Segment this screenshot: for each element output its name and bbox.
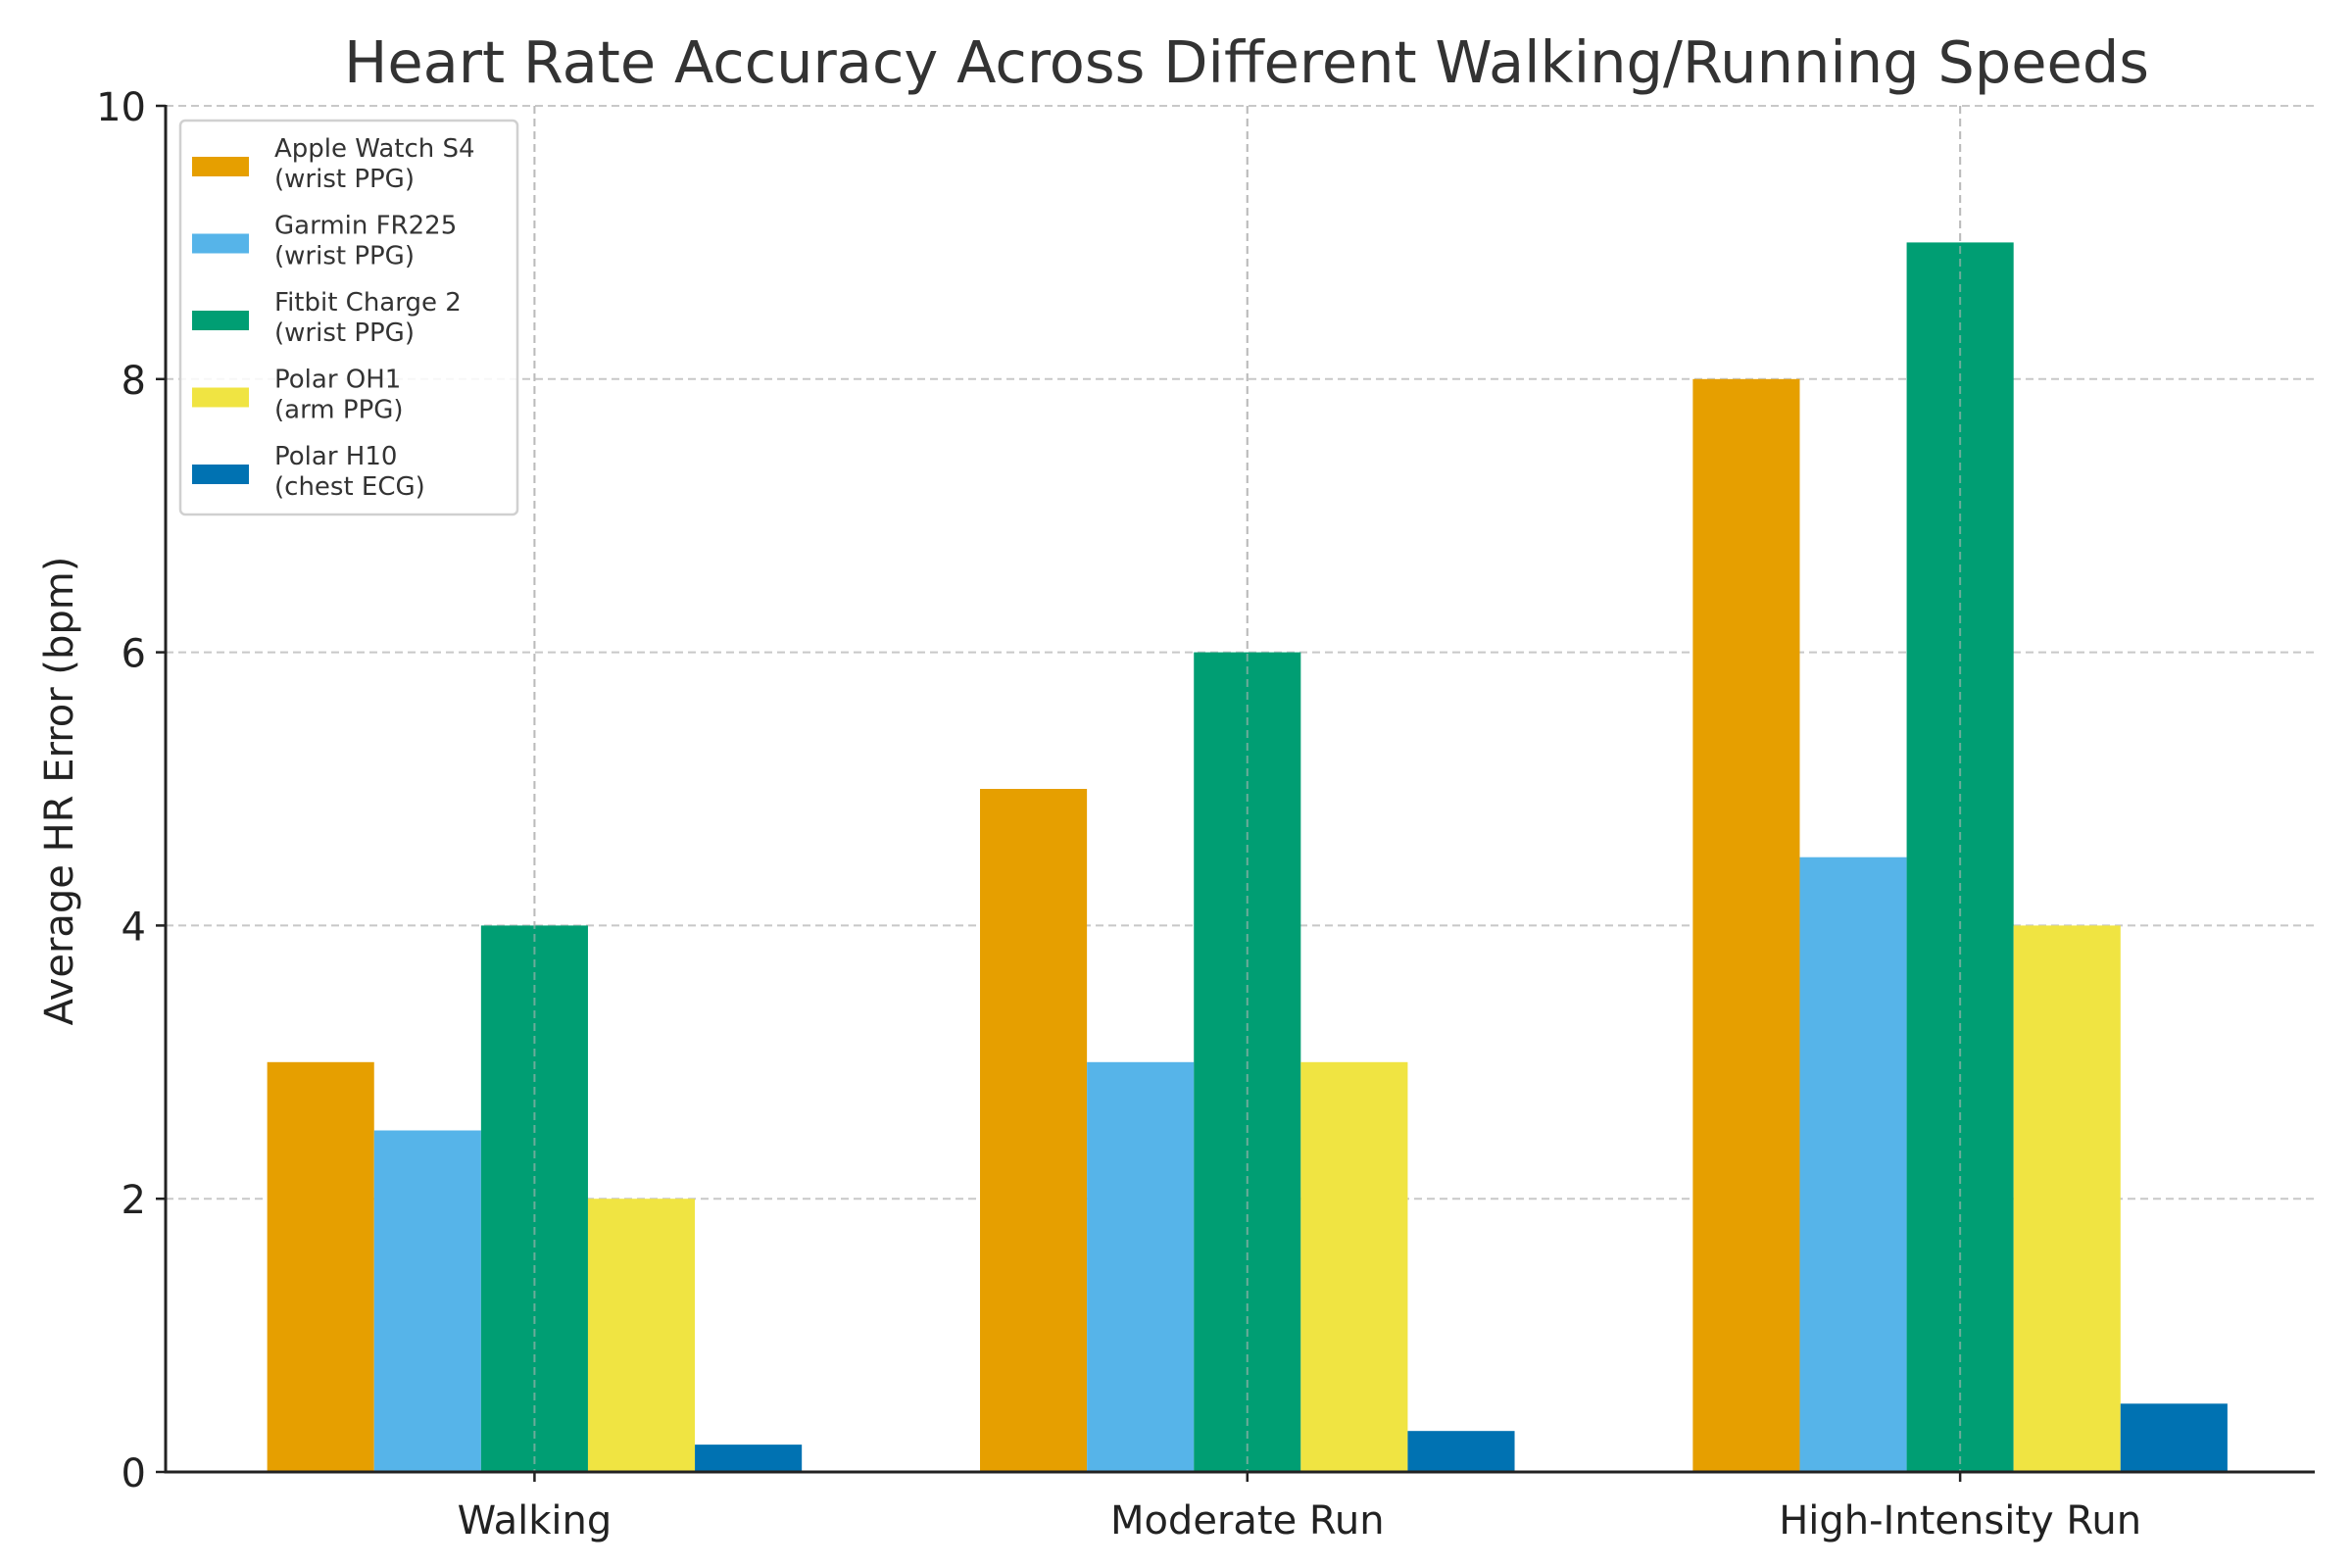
y-ticks: 0 2 4 6 8 10 xyxy=(96,85,166,1496)
bar-1-2 xyxy=(980,789,1088,1472)
legend-item: Polar H10(chest ECG) xyxy=(192,442,425,502)
legend-swatch xyxy=(192,311,249,330)
bar-5-2 xyxy=(1407,1431,1515,1472)
bar-4-2 xyxy=(1300,1061,1408,1472)
bar-4-1 xyxy=(587,1199,696,1472)
legend-box xyxy=(178,119,519,516)
bar-2-1 xyxy=(373,1130,481,1472)
y-axis-label: Average HR Error (bpm) xyxy=(37,557,82,1026)
y-tick-label: 6 xyxy=(122,632,146,677)
legend-label: (wrist PPG) xyxy=(274,318,415,348)
legend-swatch xyxy=(192,387,249,408)
x-tick-label: Moderate Run xyxy=(1110,1498,1385,1544)
legend-label: Apple Watch S4 xyxy=(274,134,475,164)
x-ticks: Walking Moderate Run High-Intensity Run xyxy=(458,1472,2141,1544)
bar-2-3 xyxy=(1799,857,1907,1472)
legend-swatch xyxy=(192,465,249,484)
chart-title: Heart Rate Accuracy Across Different Wal… xyxy=(344,28,2149,96)
legend-label: (chest ECG) xyxy=(274,472,425,502)
bar-3-1 xyxy=(480,925,588,1472)
legend-swatch xyxy=(192,233,249,254)
bar-4-3 xyxy=(2013,925,2121,1472)
bar-5-1 xyxy=(695,1445,803,1472)
x-tick-label: Walking xyxy=(458,1498,612,1544)
y-tick-label: 4 xyxy=(122,905,146,950)
legend-label: (wrist PPG) xyxy=(274,165,415,194)
axes xyxy=(164,105,2315,1474)
y-tick-label: 8 xyxy=(122,359,146,404)
bars xyxy=(267,106,2228,1472)
bar-5-3 xyxy=(2120,1403,2228,1472)
bar-1-3 xyxy=(1692,378,1800,1472)
legend-label: Fitbit Charge 2 xyxy=(274,288,462,318)
legend-label: (arm PPG) xyxy=(274,396,404,425)
x-tick-label: High-Intensity Run xyxy=(1779,1498,2141,1544)
y-tick-label: 2 xyxy=(122,1178,146,1223)
legend-item: Garmin FR225(wrist PPG) xyxy=(192,212,457,271)
legend-item: Apple Watch S4(wrist PPG) xyxy=(192,134,475,194)
bar-2-2 xyxy=(1087,1061,1195,1472)
bar-1-1 xyxy=(267,1061,374,1472)
y-tick-label: 0 xyxy=(122,1451,146,1496)
y-tick-label: 10 xyxy=(96,85,146,130)
legend-item: Polar OH1(arm PPG) xyxy=(192,366,404,425)
legend-label: (wrist PPG) xyxy=(274,242,415,271)
legend-label: Polar OH1 xyxy=(274,366,401,395)
legend-label: Garmin FR225 xyxy=(274,212,457,241)
legend: Apple Watch S4(wrist PPG)Garmin FR225(wr… xyxy=(178,119,519,516)
legend-label: Polar H10 xyxy=(274,442,397,471)
legend-swatch xyxy=(192,157,249,176)
legend-item: Fitbit Charge 2(wrist PPG) xyxy=(192,288,462,348)
